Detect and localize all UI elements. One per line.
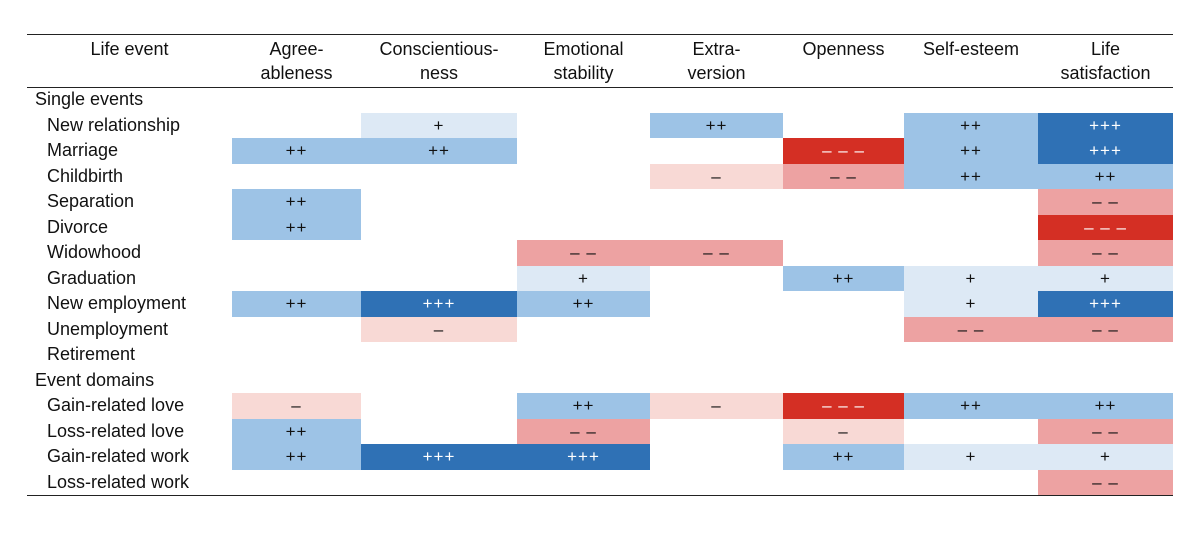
heatmap-cell-consc: +++ [361,444,517,470]
heatmap-cell-emot: – – [517,418,650,444]
heatmap-cell-selfest: ++ [904,138,1038,164]
heatmap-cell-agree: ++ [232,444,361,470]
heatmap-cell-agree: – [232,393,361,419]
heatmap-cell-lifesat: +++ [1038,138,1173,164]
column-header-extra: Extra- version [687,39,746,83]
heatmap-cell-agree: ++ [232,291,361,317]
row-label: Loss-related work [47,471,190,492]
heatmap-cell-lifesat: – – [1038,418,1173,444]
column-header-selfest: Self-esteem [922,39,1020,59]
heatmap-cell-emot: ++ [517,393,650,419]
heatmap-cell-open: ++ [783,265,904,291]
row-label: New relationship [47,114,181,135]
column-header-lifesat: Life satisfaction [1060,39,1151,83]
heatmap-cell-lifesat: ++ [1038,393,1173,419]
heatmap-cell-selfest: + [904,291,1038,317]
heatmap-cell-extra: – – [650,240,783,266]
heatmap-cell-lifesat: +++ [1038,291,1173,317]
heatmap-cell-consc: ++ [361,138,517,164]
row-label: Gain-related love [47,395,185,415]
heatmap-cell-lifesat: +++ [1038,112,1173,138]
heatmap-cell-emot: + [517,265,650,291]
bottom-rule [27,495,1173,496]
heatmap-cell-lifesat: – – [1038,240,1173,266]
heatmap-cell-extra: – [650,163,783,189]
header-rule [27,87,1173,88]
column-header-open: Openness [802,39,885,59]
heatmap-cell-lifesat: + [1038,265,1173,291]
group-label: Event domains [35,369,155,390]
heatmap-cell-selfest: + [904,444,1038,470]
heatmap-cell-open: – – [783,163,904,189]
group-label: Single events [35,89,144,109]
heatmap-cell-selfest: ++ [904,112,1038,138]
heatmap-cell-selfest: ++ [904,163,1038,189]
heatmap-cell-agree: ++ [232,138,361,164]
heatmap-cell-emot: – – [517,240,650,266]
row-label: Unemployment [47,318,169,339]
heatmap-cell-extra: ++ [650,112,783,138]
column-header-consc: Conscientious- ness [379,39,499,83]
heatmap-cell-lifesat: ++ [1038,163,1173,189]
row-label: Divorce [47,216,109,237]
heatmap-cell-emot: +++ [517,444,650,470]
heatmap-cell-lifesat: – – [1038,189,1173,215]
heatmap-cell-consc: – [361,316,517,342]
heatmap-cell-consc: + [361,112,517,138]
row-header-label: Life event [90,39,169,59]
column-header-agree: Agree- ableness [260,39,333,83]
heatmap-cell-agree: ++ [232,214,361,240]
heatmap-cell-consc: +++ [361,291,517,317]
top-rule [27,34,1173,35]
heatmap-cell-agree: ++ [232,418,361,444]
heatmap-cell-selfest: – – [904,316,1038,342]
heatmap-cell-selfest: + [904,265,1038,291]
heatmap-cell-open: – – – [783,393,904,419]
row-label: Retirement [47,344,136,364]
heatmap-cell-selfest: ++ [904,393,1038,419]
row-label: Marriage [47,140,119,160]
heatmap-cell-lifesat: – – – [1038,214,1173,240]
heatmap-cell-open: – – – [783,138,904,164]
heatmap-cell-lifesat: – – [1038,469,1173,495]
row-label: Gain-related work [47,446,190,466]
heatmap-cell-extra: – [650,393,783,419]
heatmap-cell-lifesat: – – [1038,316,1173,342]
column-header-emot: Emotional stability [543,39,624,83]
row-label: Loss-related love [47,420,185,441]
heatmap-cell-open: – [783,418,904,444]
heatmap-cell-lifesat: + [1038,444,1173,470]
row-label: Graduation [47,267,137,288]
row-label: Widowhood [47,242,142,262]
row-label: Childbirth [47,165,124,186]
heatmap-cell-emot: ++ [517,291,650,317]
heatmap-cell-agree: ++ [232,189,361,215]
heatmap-cell-open: ++ [783,444,904,470]
row-label: New employment [47,293,187,313]
row-label: Separation [47,191,135,211]
